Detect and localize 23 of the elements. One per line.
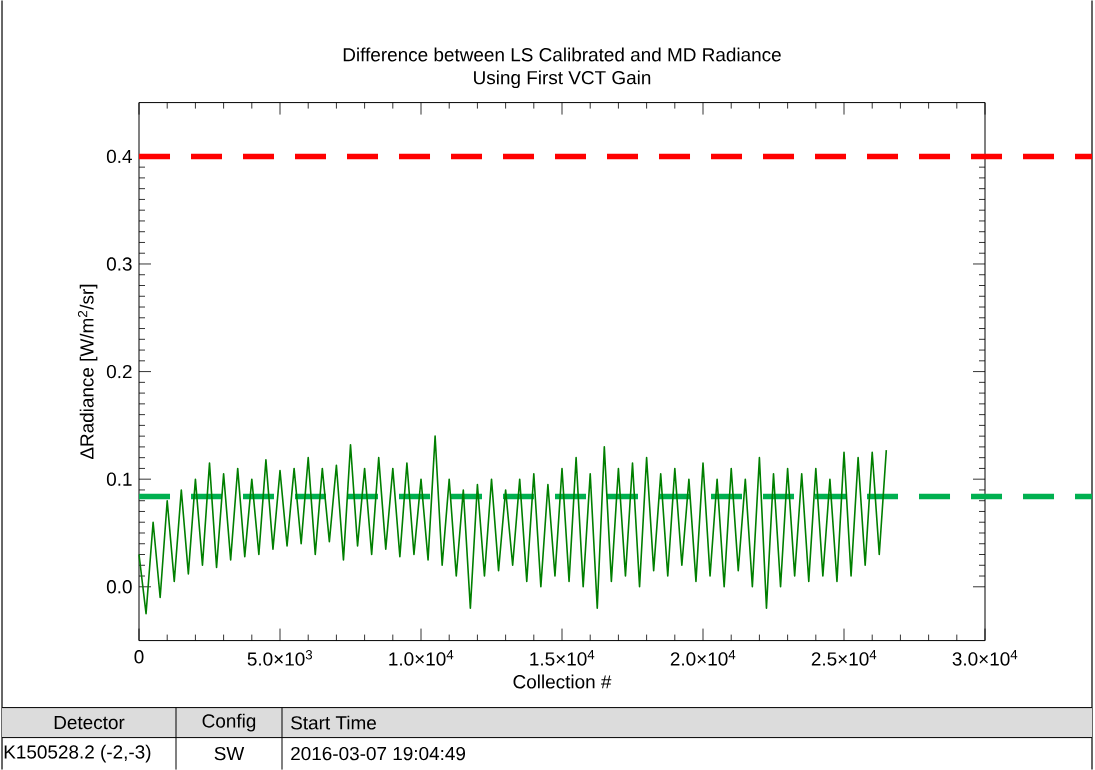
text: Detector [54,715,125,730]
text: Config [202,713,256,732]
x-tick-label: 2.0×10$^{4}$ [670,650,736,666]
x-tick-label: 2.5×10$^{4}$ [811,650,877,666]
x-tick-label: 1.5×10$^{4}$ [530,650,595,666]
chart-subtitle: Using First VCT Gain [474,70,651,88]
x-tick-label: 0 [134,650,144,664]
text: 2016-03-07 19:04:49 [291,746,466,761]
y-tick-label: 0.1 [106,472,132,486]
x-tick-label: 3.0×10$^{4}$ [952,650,1018,666]
y-tick-label: 0.2 [106,364,132,379]
x-tick-label: 1.0×10$^{4}$ [389,650,454,666]
chart-title: Difference between LS Calibrated and MD Radiance [343,47,781,62]
x-tick-label: 5.0×10$^{3}$ [247,650,313,666]
y-tick-label: 0.4 [106,149,132,163]
y-tick-label: 0.3 [106,257,132,271]
text: Start Time [291,715,376,730]
text: K150528.2 (-2,-3) [4,744,151,763]
line-series [138,435,888,615]
x-axis-title: Collection # [513,674,612,689]
text: SW [214,746,245,761]
y-axis-title: ΔRadiance [W/m$^{2}$/sr] [77,284,98,460]
y-tick-label: 0.0 [106,579,132,594]
